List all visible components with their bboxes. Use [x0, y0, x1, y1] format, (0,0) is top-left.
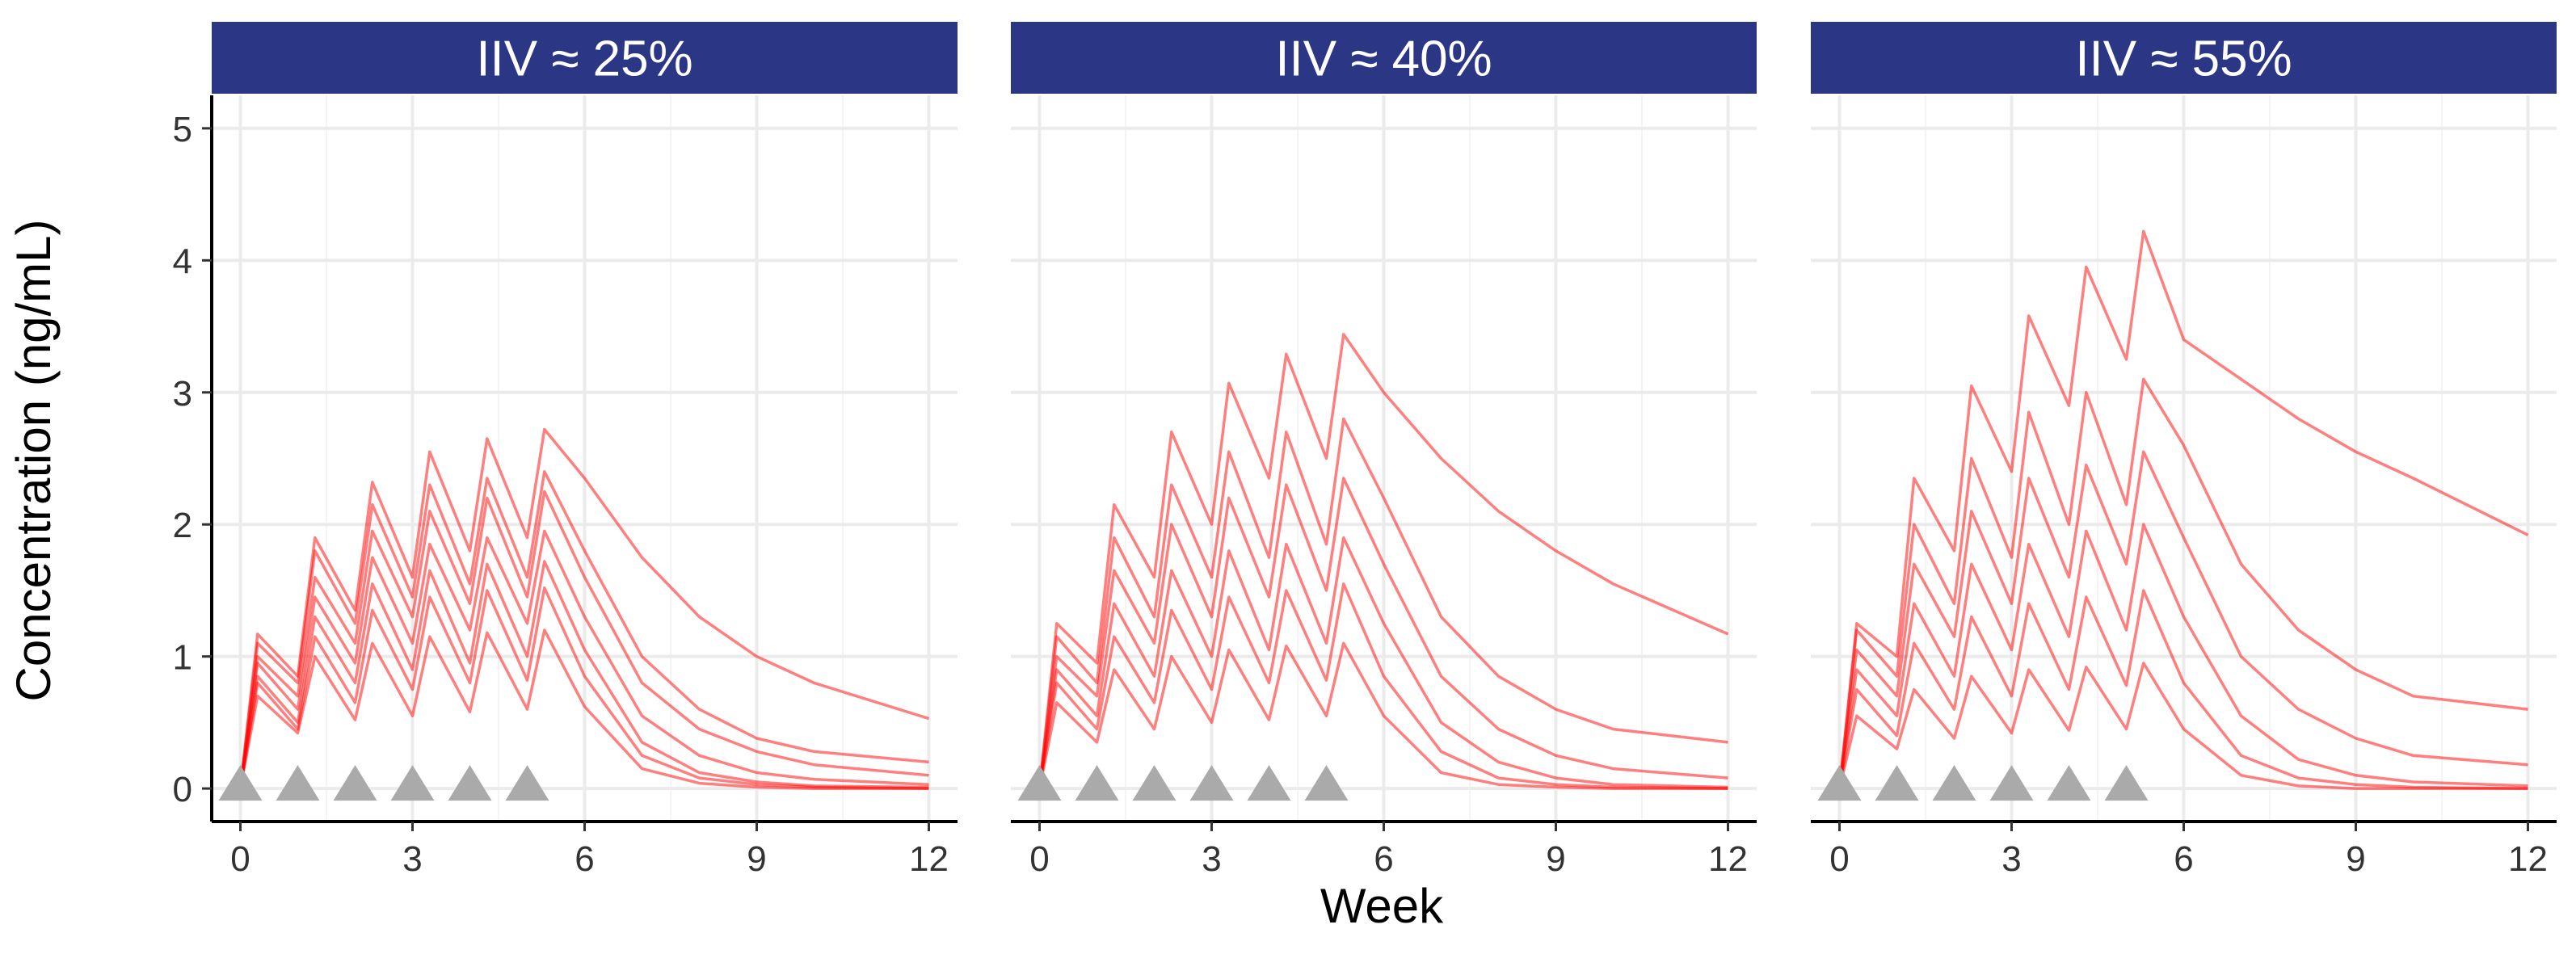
x-tick-label: 0: [230, 839, 250, 879]
concentration-curves: [1038, 333, 1729, 790]
concentration-line: [238, 427, 930, 789]
x-tick-label: 9: [2346, 839, 2365, 879]
x-axis: 0 3 6 9 12: [212, 820, 958, 879]
dose-marker: [390, 765, 435, 801]
dose-markers: [1017, 765, 1349, 801]
dose-markers: [1817, 765, 2149, 801]
x-tick-label: 3: [2001, 839, 2021, 879]
dose-marker: [2104, 765, 2149, 801]
facet-strip-title: IIV ≈ 55%: [2075, 32, 2292, 87]
facet-strip-background: [212, 22, 958, 94]
x-tick-label: 3: [402, 839, 422, 879]
dose-marker: [448, 765, 492, 801]
concentration-line: [1837, 377, 2528, 789]
x-tick-label: 6: [2174, 839, 2193, 879]
dose-marker: [1075, 765, 1119, 801]
facet-strip-background: [1011, 22, 1757, 94]
dose-marker: [1989, 765, 2034, 801]
concentration-line: [238, 560, 929, 789]
y-tick-label: 3: [173, 374, 192, 414]
gridlines: [1811, 95, 2557, 822]
facet-panel-2: IIV ≈ 40% 0 3 6 9 12: [1011, 22, 1757, 879]
concentration-curves: [1837, 229, 2529, 790]
concentration-line: [1038, 536, 1728, 789]
concentration-curves: [238, 427, 930, 790]
dose-marker: [276, 765, 320, 801]
concentration-line: [1837, 229, 2529, 789]
dose-marker: [1247, 765, 1291, 801]
concentration-line: [238, 586, 929, 790]
gridlines: [212, 95, 958, 822]
dose-marker: [1017, 765, 1062, 801]
dose-marker: [1304, 765, 1349, 801]
concentration-line: [1038, 477, 1728, 789]
facet-strip-title: IIV ≈ 25%: [476, 32, 692, 87]
concentration-line: [238, 470, 929, 789]
y-tick-label: 0: [173, 770, 192, 809]
concentration-line: [1038, 641, 1728, 790]
dose-marker: [1189, 765, 1234, 801]
dose-markers: [218, 765, 549, 801]
concentration-line: [1837, 589, 2528, 790]
concentration-line: [1837, 662, 2528, 790]
facet-strip-background: [1811, 22, 2557, 94]
dose-marker: [1932, 765, 1976, 801]
dose-marker: [333, 765, 377, 801]
x-tick-label: 3: [1202, 839, 1221, 879]
gridlines: [1011, 95, 1757, 822]
concentration-line: [1038, 333, 1729, 789]
x-tick-label: 12: [2508, 839, 2548, 879]
concentration-line: [238, 490, 929, 789]
x-tick-label: 12: [909, 839, 949, 879]
dose-marker: [1132, 765, 1176, 801]
x-axis: 0 3 6 9 12: [1811, 820, 2557, 879]
dose-marker: [505, 765, 549, 801]
facet-panel-3: IIV ≈ 55% 0 3 6 9 12: [1811, 22, 2557, 879]
concentration-line: [1038, 417, 1728, 789]
x-tick-label: 9: [1546, 839, 1565, 879]
concentration-line: [238, 628, 929, 790]
dose-marker: [1875, 765, 1919, 801]
y-tick-label: 5: [173, 110, 192, 149]
x-tick-label: 0: [1829, 839, 1849, 879]
concentration-line: [1837, 450, 2528, 789]
dose-marker: [1817, 765, 1862, 801]
x-axis: 0 3 6 9 12: [1011, 820, 1757, 879]
concentration-line: [1837, 523, 2528, 789]
concentration-line: [238, 529, 929, 789]
x-tick-label: 9: [747, 839, 766, 879]
y-axis-title: Concentration (ng/mL): [6, 220, 61, 702]
y-axis: 0 1 2 3 4 5: [173, 95, 213, 822]
facet-strip-title: IIV ≈ 40%: [1275, 32, 1492, 87]
x-tick-label: 0: [1029, 839, 1049, 879]
y-tick-label: 2: [173, 506, 192, 545]
x-tick-label: 6: [1374, 839, 1393, 879]
x-tick-label: 12: [1708, 839, 1748, 879]
dose-marker: [218, 765, 263, 801]
x-tick-label: 6: [575, 839, 594, 879]
concentration-line: [1038, 582, 1728, 790]
x-axis-title: Week: [1320, 879, 1444, 933]
dose-marker: [2047, 765, 2091, 801]
y-tick-label: 4: [173, 242, 192, 281]
y-tick-label: 1: [173, 638, 192, 678]
